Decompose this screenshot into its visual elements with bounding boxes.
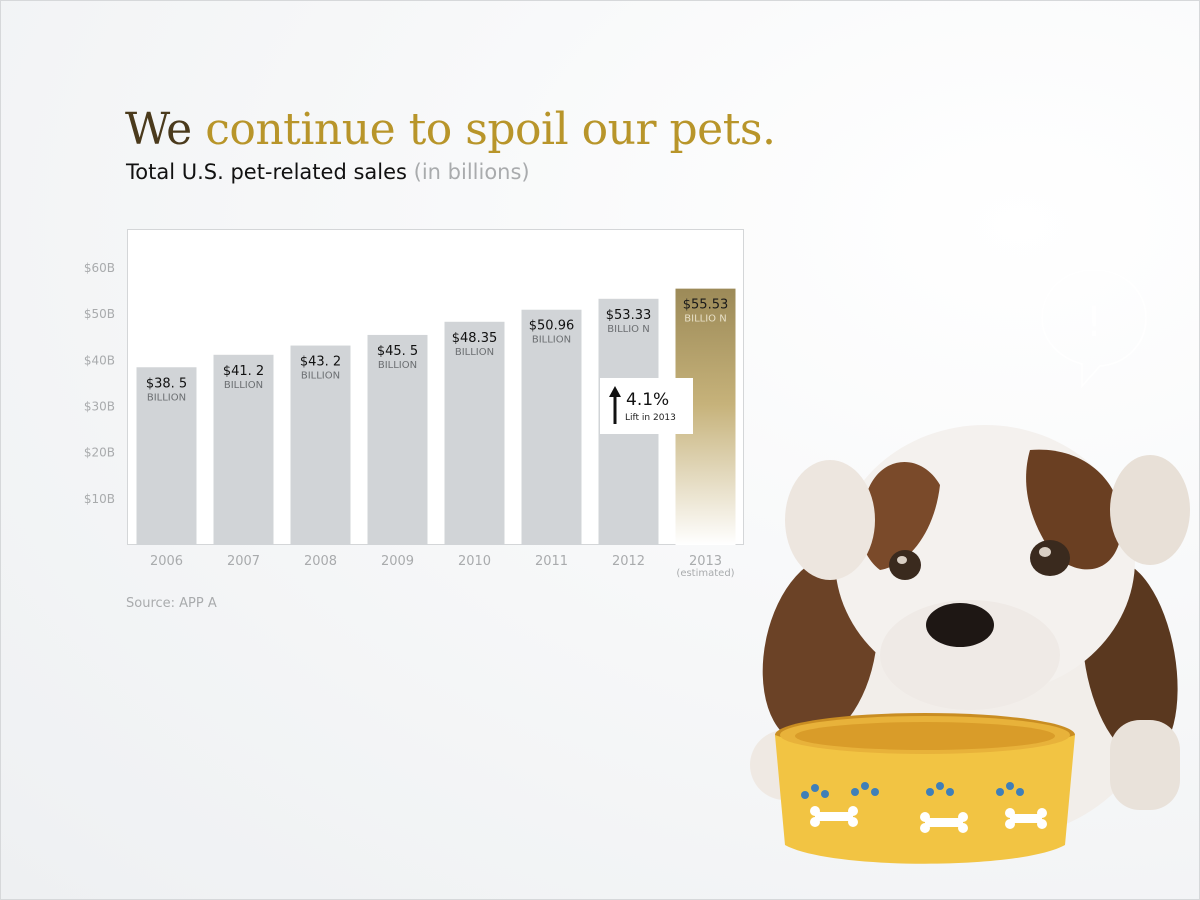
x-tick-label: 2012	[612, 554, 645, 569]
bar-unit-label: BILLION	[455, 347, 494, 358]
slide-subtitle: Total U.S. pet-related sales (in billion…	[126, 160, 530, 184]
bar-value-label: $50.96	[529, 319, 575, 334]
bar-unit-label: BILLIO N	[607, 324, 649, 335]
bar-unit-label: BILLIO N	[684, 314, 726, 325]
bar	[213, 354, 274, 545]
puppy-with-bowl-image	[750, 425, 1190, 864]
y-tick-label: $50B	[84, 307, 115, 321]
x-tick-label: 2009	[381, 554, 414, 569]
bar-value-label: $53.33	[606, 308, 652, 323]
subtitle-main: Total U.S. pet-related sales	[126, 160, 407, 184]
title-lead: We	[125, 104, 192, 155]
bar-unit-label: BILLION	[147, 392, 186, 403]
x-tick-label: 2013	[689, 554, 722, 569]
x-tick-label: 2008	[304, 554, 337, 569]
bar-value-label: $55.53	[683, 298, 729, 313]
bar	[367, 334, 428, 545]
source-note: Source: APP A	[126, 596, 217, 611]
subtitle-note: (in billions)	[413, 160, 530, 184]
bar-value-label: $43. 2	[300, 355, 341, 370]
y-tick-label: $20B	[84, 446, 115, 460]
callout-value: 4.1%	[626, 390, 670, 410]
bar-value-label: $41. 2	[223, 364, 264, 379]
x-tick-label: 2011	[535, 554, 568, 569]
speech-bubble-icon: !	[1041, 269, 1147, 389]
y-tick-label: $30B	[84, 400, 115, 414]
callout-caption: Lift in 2013	[625, 413, 676, 423]
up-arrow-icon	[609, 386, 621, 424]
x-tick-note: (estimated)	[676, 568, 734, 579]
bar-value-label: $38. 5	[146, 376, 187, 391]
bar-unit-label: BILLION	[532, 335, 571, 346]
bar	[521, 309, 582, 545]
bar	[136, 367, 197, 545]
bar-value-label: $45. 5	[377, 344, 418, 359]
y-tick-label: $40B	[84, 353, 115, 367]
slide-title: We continue to spoil our pets.	[125, 104, 776, 155]
title-rest: continue to spoil our pets.	[205, 104, 776, 155]
bar-value-label: $48.35	[452, 331, 498, 346]
y-tick-label: $60B	[84, 261, 115, 275]
bar-unit-label: BILLION	[224, 380, 263, 391]
x-tick-label: 2007	[227, 554, 260, 569]
x-tick-label: 2006	[150, 554, 183, 569]
growth-callout: 4.1% Lift in 2013	[600, 378, 693, 434]
bubble-mark: !	[1086, 297, 1103, 346]
y-tick-label: $10B	[84, 492, 115, 506]
x-tick-label: 2010	[458, 554, 491, 569]
bar	[444, 321, 505, 545]
bar-unit-label: BILLION	[301, 371, 340, 382]
bar	[290, 345, 351, 545]
bar-unit-label: BILLION	[378, 360, 417, 371]
